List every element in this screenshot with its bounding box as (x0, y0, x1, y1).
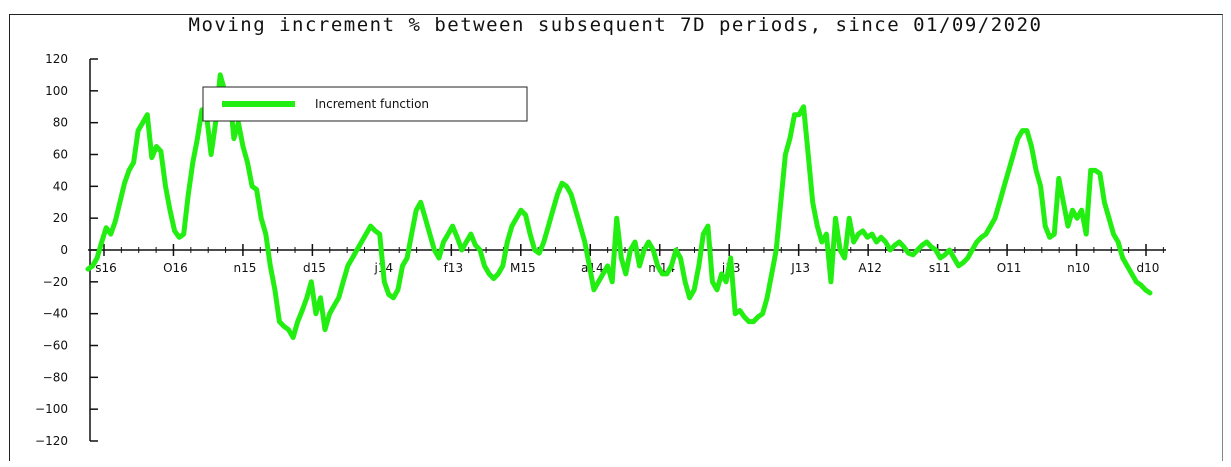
y-axis: 120 100 80 60 40 20 0 −20 −40 −60 −80 −100 −120 (35, 52, 98, 448)
y-tick-label: 60 (53, 148, 68, 162)
legend-label: Increment function (315, 97, 429, 111)
x-tick-label: O11 (997, 261, 1022, 275)
chart-frame (9, 14, 1223, 461)
series-line-increment-function (85, 72, 1153, 340)
x-tick-label: d10 (1137, 261, 1160, 275)
y-tick-label: −20 (43, 275, 68, 289)
x-tick-label: O16 (163, 261, 188, 275)
x-tick-label: J13 (790, 261, 810, 275)
y-tick-label: −100 (35, 402, 68, 416)
series-layer (85, 72, 1153, 340)
y-tick-label: 80 (53, 116, 68, 130)
x-tick-label: s16 (95, 261, 117, 275)
y-tick-label: 40 (53, 179, 68, 193)
y-tick-label: 0 (60, 243, 68, 257)
x-tick-label: s11 (929, 261, 951, 275)
y-tick-label: −120 (35, 434, 68, 448)
x-tick-label: M15 (510, 261, 536, 275)
x-tick-label: f13 (444, 261, 464, 275)
y-tick-label: 20 (53, 211, 68, 225)
y-tick-label: 100 (45, 84, 68, 98)
y-tick-label: −60 (43, 339, 68, 353)
x-tick-label: n15 (233, 261, 256, 275)
chart-title: Moving increment % between subsequent 7D… (188, 14, 1043, 36)
y-tick-label: −40 (43, 307, 68, 321)
legend: Increment function (202, 86, 528, 122)
y-tick-label: 120 (45, 52, 68, 66)
y-tick-label: −80 (43, 370, 68, 384)
x-tick-label: n10 (1067, 261, 1090, 275)
x-tick-label: d15 (303, 261, 326, 275)
x-tick-label: A12 (858, 261, 881, 275)
